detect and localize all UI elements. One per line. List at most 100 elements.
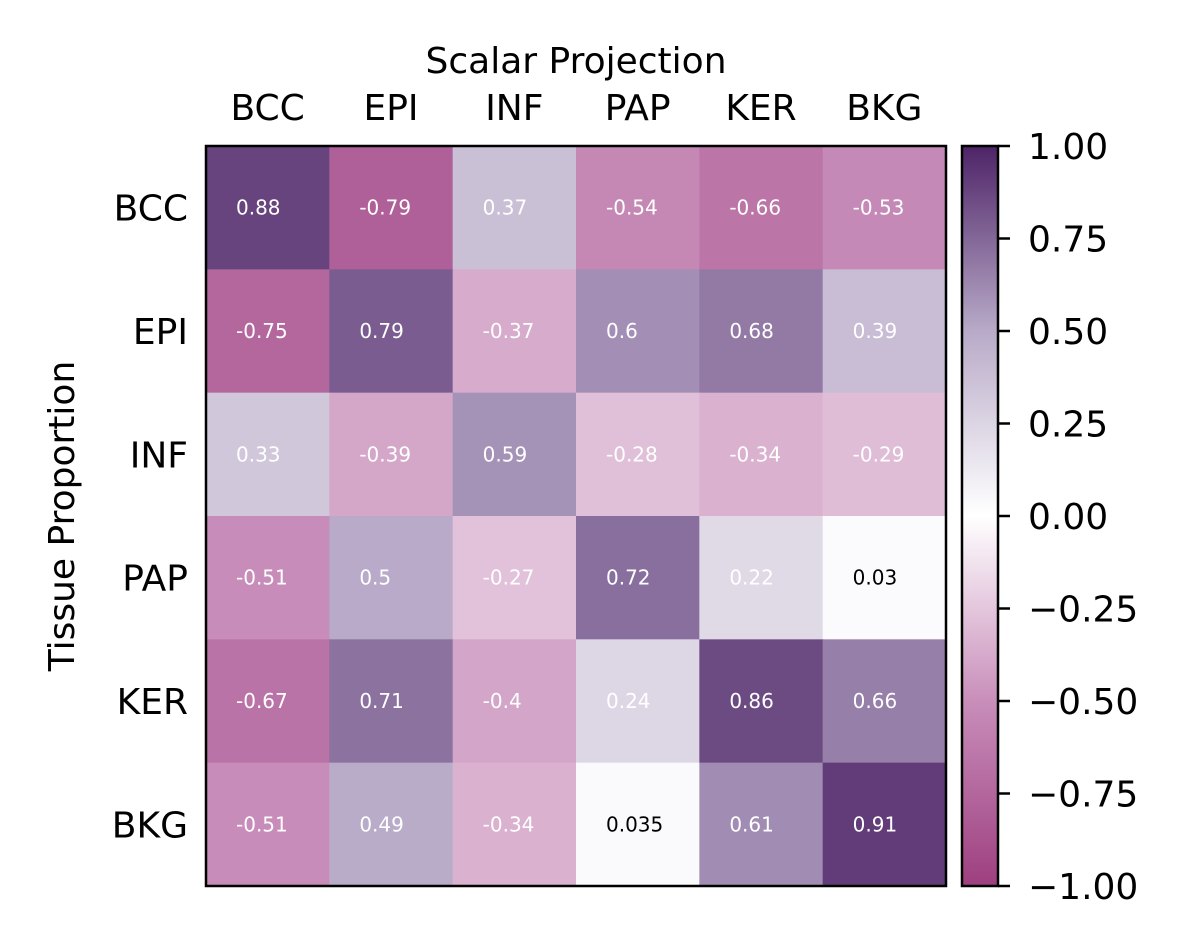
heatmap-cell bbox=[329, 516, 454, 640]
cell-value-label: 0.39 bbox=[853, 319, 898, 343]
cell-value-label: 0.035 bbox=[606, 812, 663, 836]
heatmap-cell bbox=[699, 516, 824, 640]
x-tick-labels: BCC EPI INF PAP KER BKG bbox=[230, 88, 922, 129]
heatmap-cell bbox=[822, 269, 947, 394]
cell-value-label: 0.5 bbox=[359, 566, 391, 590]
heatmap-cell bbox=[576, 146, 700, 270]
heatmap-cell bbox=[329, 269, 454, 394]
y-tick-labels: BCC EPI INF PAP KER BKG bbox=[112, 189, 188, 847]
cell-value-label: -0.34 bbox=[729, 442, 781, 466]
colorbar-tick-label: 0.50 bbox=[1028, 312, 1108, 353]
cell-value-label: -0.54 bbox=[606, 196, 658, 220]
cell-value-label: 0.88 bbox=[236, 196, 281, 220]
cell-value-label: 0.68 bbox=[729, 319, 774, 343]
y-tick-label: EPI bbox=[133, 312, 188, 353]
cell-value-label: -0.67 bbox=[236, 689, 288, 713]
cell-value-label: 0.6 bbox=[606, 319, 638, 343]
heatmap-cell bbox=[576, 516, 700, 640]
cell-value-label: -0.53 bbox=[853, 196, 905, 220]
heatmap-cell bbox=[576, 762, 700, 887]
cell-value-label: 0.66 bbox=[853, 689, 898, 713]
cell-value-label: 0.24 bbox=[606, 689, 651, 713]
heatmap-cell bbox=[822, 392, 947, 517]
heatmap-cell bbox=[452, 269, 577, 394]
cell-value-label: 0.72 bbox=[606, 566, 651, 590]
heatmap-cell bbox=[206, 392, 330, 517]
heatmap-cell bbox=[576, 639, 700, 764]
cell-value-label: -0.28 bbox=[606, 442, 658, 466]
colorbar-tick-label: 0.00 bbox=[1028, 497, 1108, 538]
y-axis-title: Tissue Proportion bbox=[42, 361, 83, 673]
cell-value-label: -0.29 bbox=[853, 442, 905, 466]
colorbar-tick-label: 1.00 bbox=[1028, 127, 1108, 168]
heatmap-cells: 0.88 -0.79 0.37 -0.54 -0.66 -0.53 -0.75 0.79 -0.… bbox=[206, 146, 947, 887]
heatmap-cell bbox=[206, 516, 330, 640]
heatmap-cell bbox=[329, 639, 454, 764]
heatmap-cell bbox=[452, 146, 577, 270]
colorbar-tick-label: −0.25 bbox=[1028, 590, 1138, 631]
cell-value-label: 0.37 bbox=[483, 196, 528, 220]
cell-value-label: 0.03 bbox=[853, 566, 898, 590]
cell-value-label: 0.71 bbox=[359, 689, 404, 713]
heatmap-cell bbox=[452, 392, 577, 517]
cell-value-label: -0.27 bbox=[483, 566, 535, 590]
colorbar-tick-label: −0.50 bbox=[1028, 682, 1138, 723]
heatmap-cell bbox=[699, 392, 824, 517]
x-axis-title: Scalar Projection bbox=[425, 41, 726, 82]
heatmap-cell bbox=[329, 762, 454, 887]
heatmap-cell bbox=[822, 762, 947, 887]
heatmap-cell bbox=[329, 392, 454, 517]
cell-value-label: 0.61 bbox=[729, 812, 774, 836]
cell-value-label: 0.79 bbox=[359, 319, 404, 343]
colorbar bbox=[960, 144, 1000, 888]
y-tick-label: PAP bbox=[122, 559, 188, 600]
heatmap-cell bbox=[452, 639, 577, 764]
cell-value-label: 0.33 bbox=[236, 442, 281, 466]
cell-value-label: 0.22 bbox=[729, 566, 774, 590]
cell-value-label: -0.4 bbox=[483, 689, 522, 713]
x-tick-label: EPI bbox=[363, 88, 418, 129]
cell-value-label: -0.37 bbox=[483, 319, 535, 343]
x-tick-label: PAP bbox=[605, 88, 671, 129]
cell-value-label: 0.59 bbox=[483, 442, 528, 466]
x-tick-label: BKG bbox=[846, 88, 922, 129]
heatmap-cell bbox=[822, 639, 947, 764]
heatmap-frame bbox=[204, 144, 948, 888]
cell-value-label: -0.51 bbox=[236, 812, 288, 836]
heatmap-cell bbox=[576, 392, 700, 517]
heatmap-cell bbox=[452, 762, 577, 887]
colorbar-ticks: 1.00 0.75 0.50 0.25 0.00 −0.25 −0.50 −0.75 −1.00 bbox=[998, 127, 1138, 908]
cell-value-label: 0.91 bbox=[853, 812, 898, 836]
colorbar-tick-label: −0.75 bbox=[1028, 775, 1138, 816]
heatmap-cell bbox=[699, 146, 824, 270]
heatmap-cell bbox=[452, 516, 577, 640]
cell-value-label: 0.49 bbox=[359, 812, 404, 836]
x-tick-label: BCC bbox=[230, 88, 304, 129]
heatmap-cell bbox=[699, 639, 824, 764]
heatmap-cell bbox=[206, 762, 330, 887]
cell-value-label: -0.39 bbox=[359, 442, 411, 466]
heatmap-cell bbox=[206, 269, 330, 394]
colorbar-tick-label: −1.00 bbox=[1028, 867, 1138, 908]
heatmap-cell bbox=[699, 269, 824, 394]
x-tick-label: INF bbox=[485, 88, 543, 129]
x-tick-label: KER bbox=[725, 88, 796, 129]
colorbar-tick-label: 0.75 bbox=[1028, 220, 1108, 261]
cell-value-label: -0.66 bbox=[729, 196, 781, 220]
heatmap-cell bbox=[206, 639, 330, 764]
cell-value-label: -0.75 bbox=[236, 319, 288, 343]
heatmap-cell bbox=[329, 146, 454, 270]
cell-value-label: -0.34 bbox=[483, 812, 535, 836]
heatmap-cell bbox=[822, 146, 947, 270]
y-tick-label: INF bbox=[130, 435, 188, 476]
y-tick-label: BKG bbox=[112, 805, 188, 846]
y-tick-label: KER bbox=[117, 682, 188, 723]
cell-value-label: -0.79 bbox=[359, 196, 411, 220]
heatmap-cell bbox=[822, 516, 947, 640]
heatmap-cell bbox=[206, 146, 330, 270]
cell-value-label: -0.51 bbox=[236, 566, 288, 590]
cell-value-label: 0.86 bbox=[729, 689, 774, 713]
colorbar-tick-label: 0.25 bbox=[1028, 405, 1108, 446]
heatmap-cell bbox=[699, 762, 824, 887]
